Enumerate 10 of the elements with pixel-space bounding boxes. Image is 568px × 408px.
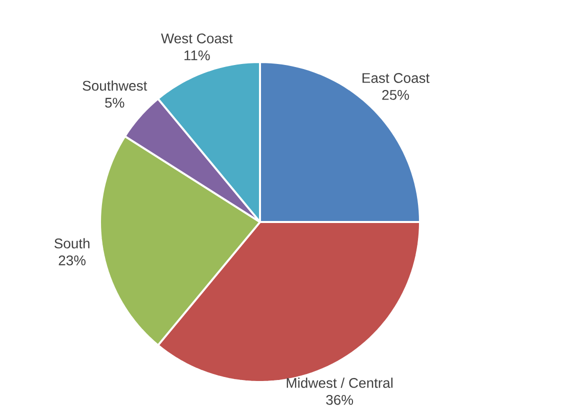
data-label: 11%: [184, 50, 210, 60]
data-label: 36%: [326, 394, 354, 405]
data-label: 5%: [105, 98, 124, 108]
data-label: 23%: [58, 255, 86, 266]
slice-label: East Coast: [362, 73, 430, 83]
data-label: 25%: [382, 90, 409, 100]
slice-label: South: [54, 238, 90, 248]
slice-label: West Coast: [161, 33, 233, 44]
slice-label: Southwest: [82, 80, 148, 91]
slice-label: Midwest / Central: [286, 378, 392, 388]
